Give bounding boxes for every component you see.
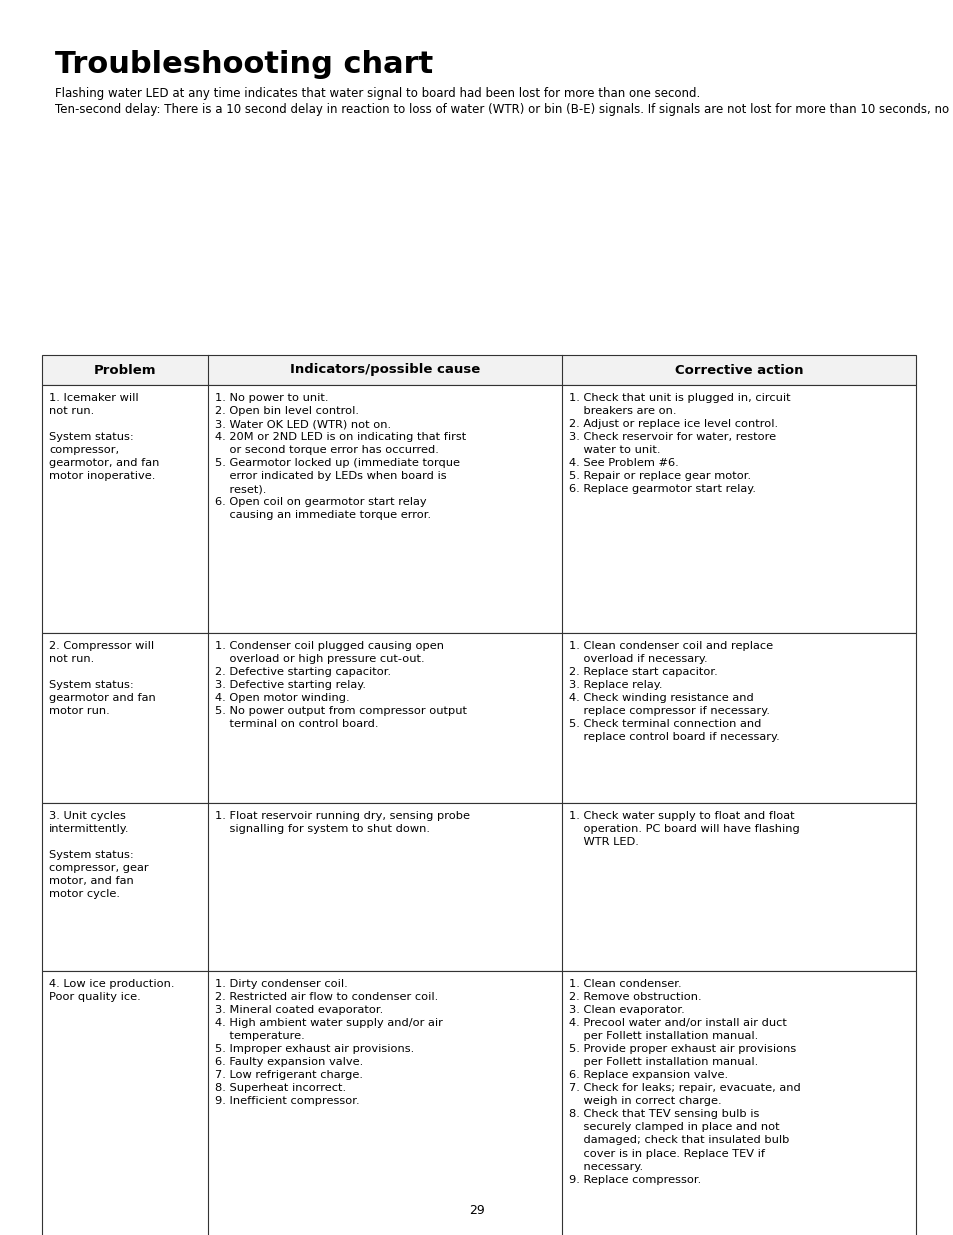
Text: 1. Clean condenser coil and replace
    overload if necessary.
2. Replace start : 1. Clean condenser coil and replace over… xyxy=(568,641,779,742)
Text: 3. Unit cycles
intermittently.

System status:
compressor, gear
motor, and fan
m: 3. Unit cycles intermittently. System st… xyxy=(49,811,149,899)
Text: 2. Compressor will
not run.

System status:
gearmotor and fan
motor run.: 2. Compressor will not run. System statu… xyxy=(49,641,155,716)
Text: 4. Low ice production.
Poor quality ice.: 4. Low ice production. Poor quality ice. xyxy=(49,979,174,1002)
Text: 29: 29 xyxy=(469,1204,484,1216)
Text: Indicators/possible cause: Indicators/possible cause xyxy=(290,363,479,377)
Text: 1. Icemaker will
not run.

System status:
compressor,
gearmotor, and fan
motor i: 1. Icemaker will not run. System status:… xyxy=(49,393,159,482)
Text: 1. Check that unit is plugged in, circuit
    breakers are on.
2. Adjust or repl: 1. Check that unit is plugged in, circui… xyxy=(568,393,790,494)
Text: Flashing water LED at any time indicates that water signal to board had been los: Flashing water LED at any time indicates… xyxy=(55,86,700,100)
Bar xyxy=(42,971,915,1235)
Text: Troubleshooting chart: Troubleshooting chart xyxy=(55,49,433,79)
Text: 1. Clean condenser.
2. Remove obstruction.
3. Clean evaporator.
4. Precool water: 1. Clean condenser. 2. Remove obstructio… xyxy=(568,979,800,1184)
Text: 1. Condenser coil plugged causing open
    overload or high pressure cut-out.
2.: 1. Condenser coil plugged causing open o… xyxy=(214,641,467,729)
Bar xyxy=(42,354,915,385)
Bar xyxy=(42,385,915,634)
Bar xyxy=(42,634,915,803)
Bar xyxy=(42,803,915,971)
Text: 1. Float reservoir running dry, sensing probe
    signalling for system to shut : 1. Float reservoir running dry, sensing … xyxy=(214,811,470,834)
Text: 1. Check water supply to float and float
    operation. PC board will have flash: 1. Check water supply to float and float… xyxy=(568,811,799,847)
Text: 1. No power to unit.
2. Open bin level control.
3. Water OK LED (WTR) not on.
4.: 1. No power to unit. 2. Open bin level c… xyxy=(214,393,466,520)
Text: 1. Dirty condenser coil.
2. Restricted air flow to condenser coil.
3. Mineral co: 1. Dirty condenser coil. 2. Restricted a… xyxy=(214,979,442,1107)
Text: Problem: Problem xyxy=(93,363,156,377)
Text: Corrective action: Corrective action xyxy=(674,363,802,377)
Text: Ten-second delay: There is a 10 second delay in reaction to loss of water (WTR) : Ten-second delay: There is a 10 second d… xyxy=(55,103,953,116)
